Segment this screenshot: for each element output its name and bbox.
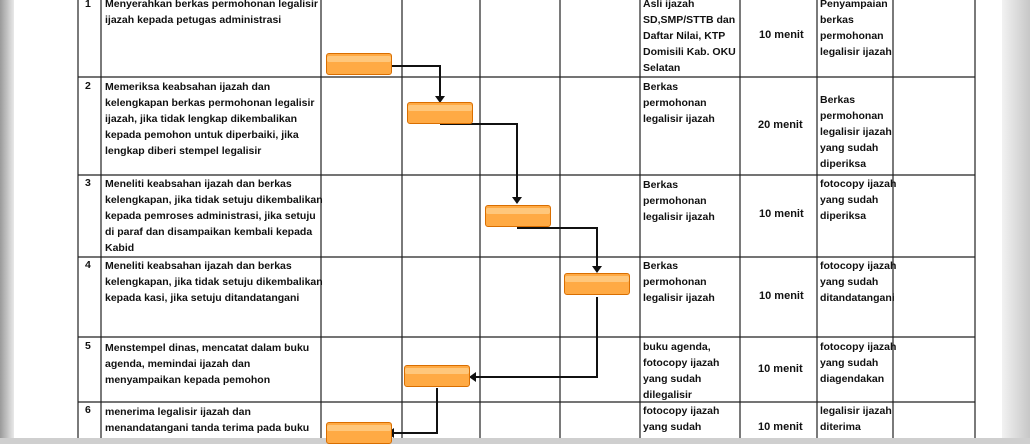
activity-text: Menstempel dinas, mencatat dalam buku age…: [105, 342, 310, 386]
output-text: fotocopy ijazah yang sudah ditandatangani: [820, 260, 897, 304]
activity-text: Menyerahkan berkas permohonan legalisir i…: [105, 0, 318, 26]
activity-text: Meneliti keabsahan ijazah dan berkas kele…: [105, 260, 323, 304]
process-box-step-6: [326, 422, 392, 444]
output-text: fotocopy ijazah yang sudah diagendakan: [820, 341, 897, 385]
row-number: 6: [85, 404, 91, 416]
row-number: 3: [85, 177, 91, 189]
scan-edge-right: [1002, 0, 1030, 438]
activity-text: Meneliti keabsahan ijazah dan berkas kele…: [105, 178, 323, 254]
output-text: Berkas permohonan legalisir ijazah yang sud…: [820, 94, 892, 170]
process-box-step-3: [485, 205, 551, 227]
requirements-text: fotocopy ijazah yang sudah: [643, 405, 720, 433]
requirements-text: buku agenda, fotocopy ijazah yang sudah dil…: [643, 341, 720, 401]
activity-text: menerima legalisir ijazah dan menandatang…: [105, 406, 310, 434]
process-box-step-5: [404, 365, 470, 387]
time-text: 20 menit: [758, 119, 803, 131]
time-text: 10 menit: [759, 208, 804, 220]
time-text: 10 menit: [758, 421, 803, 433]
process-box-step-2: [407, 102, 473, 124]
process-box-step-1: [326, 53, 392, 75]
activity-text: Memeriksa keabsahan ijazah dan kelengkapa…: [105, 81, 315, 157]
time-text: 10 menit: [758, 363, 803, 375]
row-number: 5: [85, 340, 91, 352]
time-text: 10 menit: [759, 29, 804, 41]
row-number: 1: [85, 0, 91, 10]
requirements-text: Berkas permohonan legalisir ijazah: [643, 260, 715, 304]
requirements-text: Berkas permohonan legalisir ijazah: [643, 81, 715, 125]
requirements-text: Berkas permohonan legalisir ijazah: [643, 179, 715, 223]
scan-shadow-left: [0, 0, 14, 438]
row-number: 4: [85, 259, 91, 271]
output-text: fotocopy ijazah yang sudah diperiksa: [820, 178, 897, 222]
process-box-step-4: [564, 273, 630, 295]
output-text: legalisir ijazah diterima: [820, 405, 892, 433]
output-text: Penyampaian berkas permohonan legalisir ija…: [820, 0, 892, 58]
requirements-text: Asli ijazah SD,SMP/STTB dan Daftar Nilai, …: [643, 0, 736, 74]
time-text: 10 menit: [759, 290, 804, 302]
row-number: 2: [85, 80, 91, 92]
